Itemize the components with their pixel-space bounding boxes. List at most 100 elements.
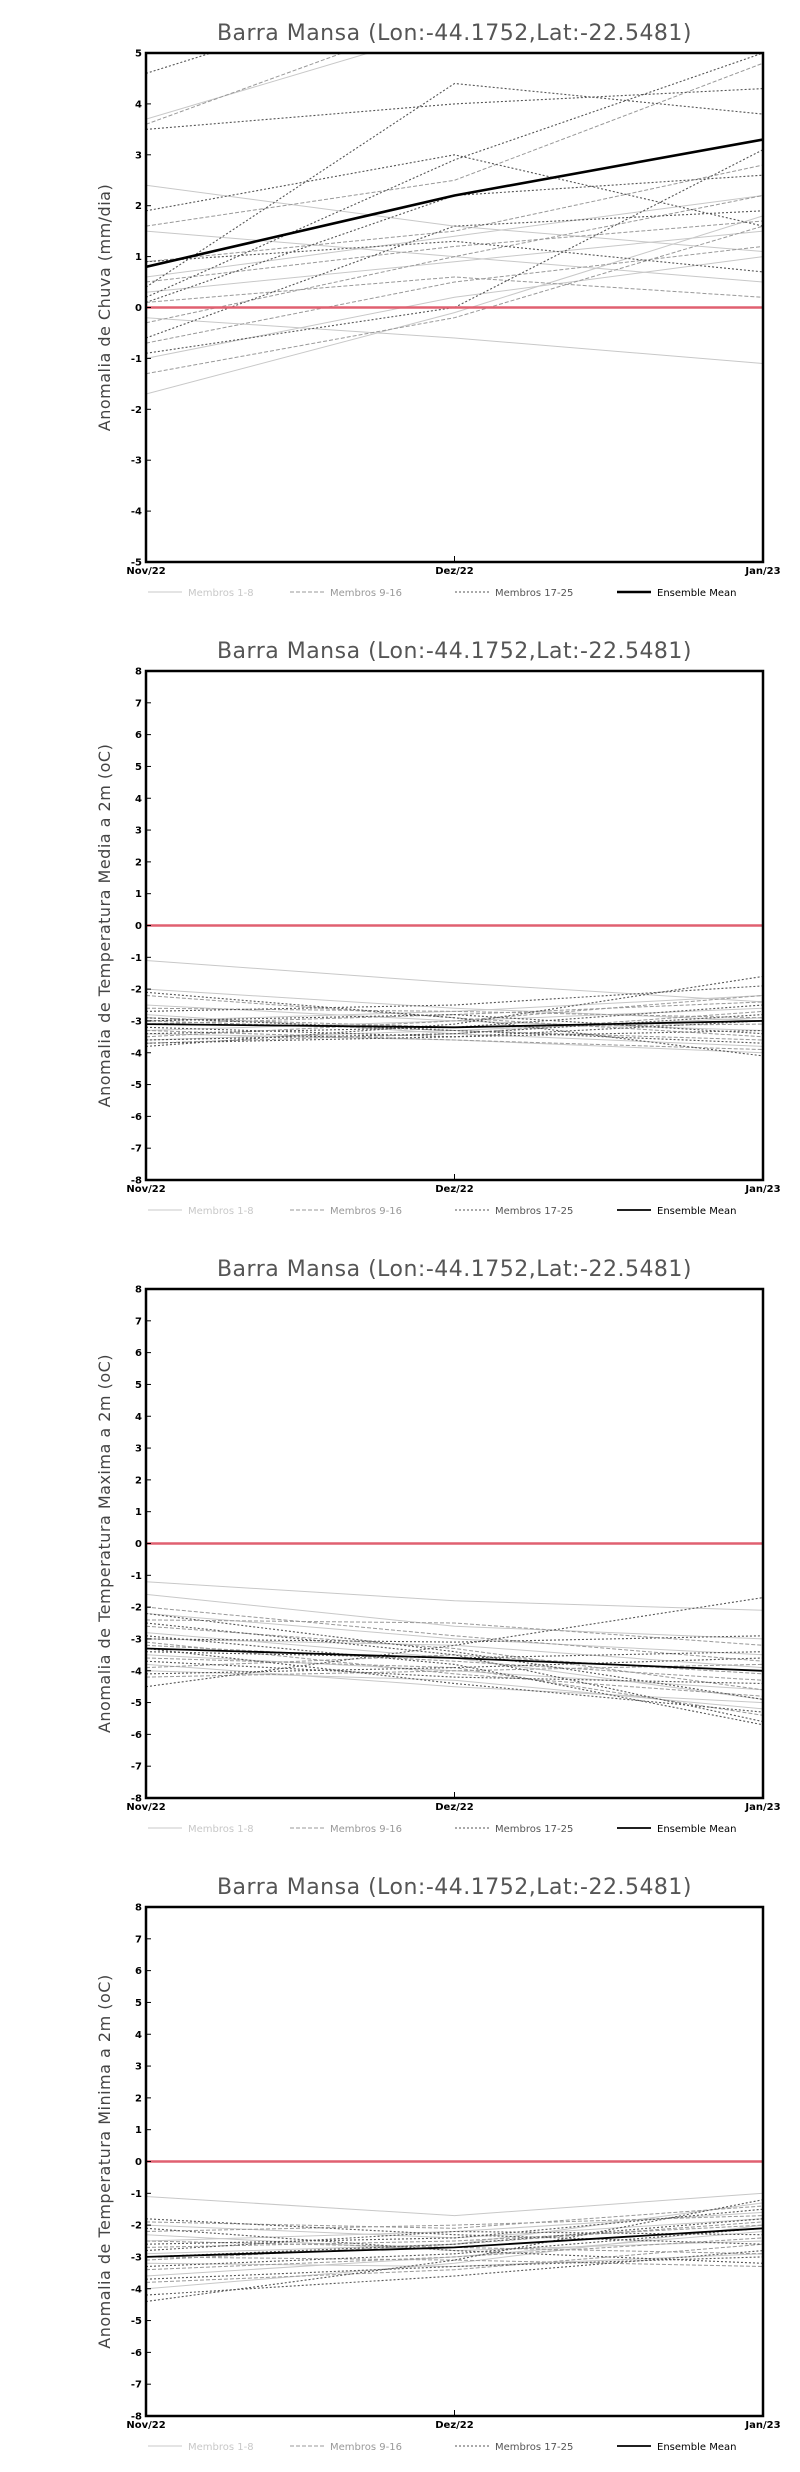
chart-0-member-line-6: [146, 230, 763, 293]
chart-1-series-group: [146, 960, 763, 1057]
chart-0-x-tick-label-1: Dez/22: [435, 566, 474, 577]
chart-2-y-tick-label-2: 2: [135, 1475, 142, 1486]
chart-3-y-tick-label-7: 7: [135, 1934, 142, 1945]
chart-0-y-tick-label--2: -2: [131, 405, 142, 416]
chart-2-y-tick-label--6: -6: [131, 1730, 142, 1741]
chart-0-y-tick-label-4: 4: [135, 99, 142, 110]
chart-2-ensemble-mean-line: [146, 1647, 763, 1672]
chart-2-y-tick-label-7: 7: [135, 1316, 142, 1327]
chart-3-title: Barra Mansa (Lon:-44.1752,Lat:-22.5481): [217, 1875, 692, 1900]
chart-1-member-line-18: [146, 975, 763, 1047]
max-temperature-anomaly-chart: Barra Mansa (Lon:-44.1752,Lat:-22.5481) A…: [0, 1236, 800, 1854]
chart-2-legend-label-2: Membros 9-16: [330, 1824, 402, 1835]
chart-3-x-tick-label-0: Nov/22: [126, 2420, 165, 2431]
chart-3-member-line-10: [146, 2224, 763, 2248]
chart-2-member-line-8: [146, 1663, 763, 1704]
chart-3-member-line-19: [146, 2227, 763, 2268]
chart-2-y-tick-label-6: 6: [135, 1348, 142, 1359]
chart-3-y-tick-label-0: 0: [135, 2157, 142, 2168]
chart-1-member-line-25: [146, 1020, 763, 1044]
chart-3-y-tick-label--3: -3: [131, 2252, 142, 2263]
chart-0-member-line-4: [146, 317, 763, 364]
chart-0-ensemble-mean-line: [146, 138, 763, 269]
chart-1-y-tick-label--3: -3: [131, 1016, 142, 1027]
chart-1-y-axis-label: Anomalia de Temperatura Media a 2m (oC): [95, 744, 114, 1108]
chart-2-member-line-16: [146, 1641, 763, 1697]
chart-1-y-tick-label-1: 1: [135, 889, 142, 900]
chart-2-title: Barra Mansa (Lon:-44.1752,Lat:-22.5481): [217, 1257, 692, 1282]
chart-0-legend-label-4: Ensemble Mean: [657, 588, 736, 599]
chart-1-member-line-14: [146, 1007, 763, 1019]
chart-3-y-tick-label--1: -1: [131, 2189, 142, 2200]
chart-1-title: Barra Mansa (Lon:-44.1752,Lat:-22.5481): [217, 639, 692, 664]
chart-1-member-line-1: [146, 960, 763, 1003]
chart-3-member-line-1: [146, 2192, 763, 2217]
chart-3-member-line-9: [146, 2205, 763, 2229]
chart-0-member-line-5: [146, 215, 763, 395]
chart-3-legend-label-4: Ensemble Mean: [657, 2442, 736, 2453]
chart-3-member-line-14: [146, 2243, 763, 2283]
chart-3-x-tick-label-1: Dez/22: [435, 2420, 474, 2431]
chart-2-y-tick-label-4: 4: [135, 1412, 142, 1423]
chart-0-member-line-19: [146, 154, 763, 227]
chart-1-legend-label-4: Ensemble Mean: [657, 1206, 736, 1217]
chart-3-x-tick-label-2: Jan/23: [744, 2420, 780, 2431]
chart-2-member-line-12: [146, 1625, 763, 1691]
chart-1-y-tick-label--8: -8: [131, 1176, 142, 1187]
chart-3-member-line-18: [146, 2218, 763, 2245]
chart-1-y-tick-label--4: -4: [131, 1048, 142, 1059]
chart-1-member-line-13: [146, 1030, 763, 1051]
chart-0-member-line-21: [146, 149, 763, 354]
chart-3-ensemble-mean-line: [146, 2227, 763, 2258]
chart-1-member-line-17: [146, 991, 763, 1057]
chart-3-y-tick-label--8: -8: [131, 2412, 142, 2423]
chart-3-member-line-22: [146, 2227, 763, 2264]
chart-0-member-line-20: [146, 82, 763, 288]
chart-0-member-line-18: [146, 88, 763, 130]
chart-0-y-tick-label--5: -5: [131, 558, 142, 569]
chart-1-x-tick-label-2: Jan/23: [744, 1184, 780, 1195]
chart-1-y-tick-label-4: 4: [135, 794, 142, 805]
chart-2-y-tick-label--7: -7: [131, 1762, 142, 1773]
chart-1-legend-label-3: Membros 17-25: [495, 1206, 573, 1217]
chart-1-y-tick-label-7: 7: [135, 698, 142, 709]
chart-3-member-line-17: [146, 2199, 763, 2303]
chart-2-y-tick-label-8: 8: [135, 1285, 142, 1296]
chart-0-y-tick-label-1: 1: [135, 252, 142, 263]
chart-1-legend-label-1: Membros 1-8: [188, 1206, 254, 1217]
chart-2-member-line-1: [146, 1581, 763, 1611]
chart-1-y-tick-label--7: -7: [131, 1144, 142, 1155]
chart-0-y-tick-label-5: 5: [135, 49, 142, 60]
chart-1-ensemble-mean-line: [146, 1020, 763, 1029]
chart-2-legend-label-3: Membros 17-25: [495, 1824, 573, 1835]
chart-3-member-line-21: [146, 2256, 763, 2280]
chart-1-member-line-2: [146, 988, 763, 1022]
chart-1-y-tick-label-3: 3: [135, 826, 142, 837]
chart-0-y-tick-label--1: -1: [131, 354, 142, 365]
chart-1-y-tick-label-8: 8: [135, 667, 142, 678]
chart-0-member-line-25: [146, 174, 763, 303]
chart-0-legend-label-2: Membros 9-16: [330, 588, 402, 599]
chart-2-member-line-2: [146, 1613, 763, 1656]
chart-2-member-line-14: [146, 1619, 763, 1646]
chart-2-member-line-7: [146, 1593, 763, 1640]
chart-3-y-tick-label-8: 8: [135, 1903, 142, 1914]
chart-0-series-group: [146, 53, 763, 395]
chart-1-member-line-21: [146, 1014, 763, 1041]
chart-2-y-tick-label--1: -1: [131, 1571, 142, 1582]
chart-2-member-line-23: [146, 1657, 763, 1675]
chart-1-x-tick-label-0: Nov/22: [126, 1184, 165, 1195]
chart-0-legend-label-3: Membros 17-25: [495, 588, 573, 599]
chart-3-y-tick-label--5: -5: [131, 2316, 142, 2327]
chart-0-member-line-22: [146, 53, 763, 298]
chart-0-member-line-11: [146, 245, 763, 344]
chart-0-member-line-3: [146, 195, 763, 278]
chart-3-y-tick-label-1: 1: [135, 2125, 142, 2136]
mean-temperature-anomaly-chart: Barra Mansa (Lon:-44.1752,Lat:-22.5481) A…: [0, 618, 800, 1236]
rainfall-anomaly-chart: Barra Mansa (Lon:-44.1752,Lat:-22.5481) A…: [0, 0, 800, 618]
chart-2-legend-label-1: Membros 1-8: [188, 1824, 254, 1835]
chart-3-y-tick-label-2: 2: [135, 2093, 142, 2104]
chart-3-series-group: [146, 2192, 763, 2303]
mean-temperature-anomaly-plot: Barra Mansa (Lon:-44.1752,Lat:-22.5481) A…: [95, 639, 781, 1217]
